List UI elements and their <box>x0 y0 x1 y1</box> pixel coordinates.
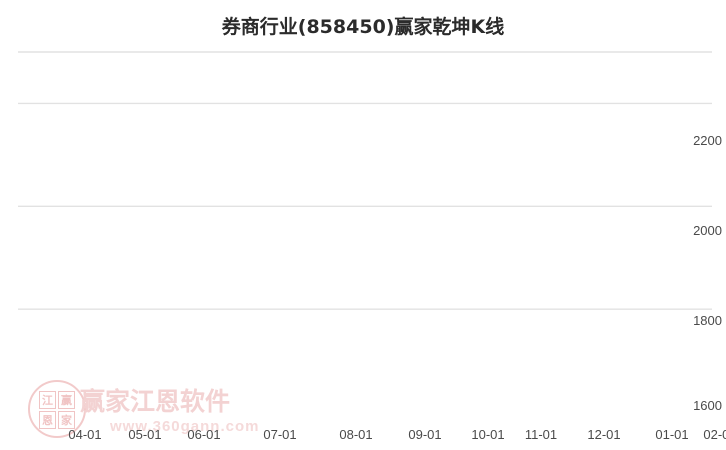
x-axis-label: 08-01 <box>339 427 373 442</box>
x-axis-label: 02-01 <box>703 427 726 442</box>
x-axis-label: 05-01 <box>128 427 162 442</box>
x-axis-label: 07-01 <box>263 427 297 442</box>
page-title: 券商行业(858450)赢家乾坤K线 <box>221 16 505 38</box>
x-axis-label: 09-01 <box>408 427 442 442</box>
y-axis-label: 1600 <box>693 398 722 413</box>
x-axis-label: 11-01 <box>524 427 558 442</box>
x-axis-label: 12-01 <box>587 427 621 442</box>
x-axis-label: 01-01 <box>655 427 689 442</box>
x-axis-label: 10-01 <box>471 427 505 442</box>
x-axis-label: 04-01 <box>68 427 102 442</box>
y-axis-label: 1800 <box>693 313 722 328</box>
x-axis-label: 06-01 <box>187 427 221 442</box>
y-axis-label: 2200 <box>693 133 722 148</box>
y-axis-label: 2000 <box>693 223 722 238</box>
